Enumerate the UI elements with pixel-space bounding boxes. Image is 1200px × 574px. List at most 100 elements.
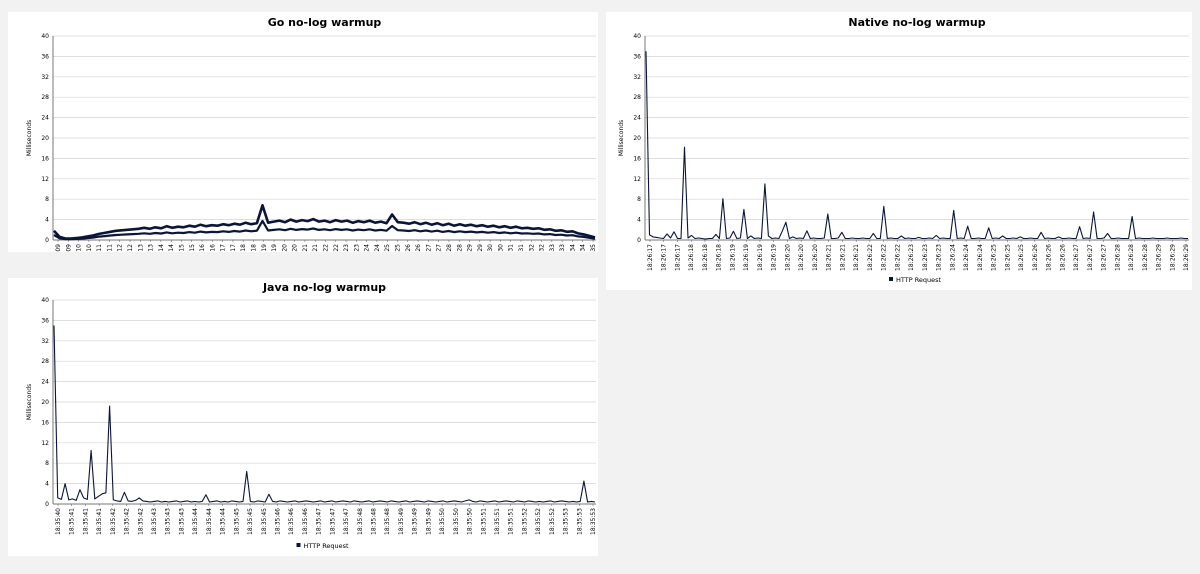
x-tick-label: 18:26:19	[757, 244, 764, 271]
native-chart: Native no-log warmup Milliseconds 0 4 8 12 16 2…	[618, 16, 1190, 284]
x-tick-label: 18:26:24	[977, 244, 984, 271]
x-tick-label: 18:35:40	[55, 508, 62, 535]
legend-swatch	[296, 543, 301, 547]
y-tick-label: 0	[45, 237, 49, 244]
x-tick-label: 18:06:23	[353, 244, 360, 252]
y-tick-label: 4	[45, 217, 49, 224]
x-tick-label: 18:35:41	[82, 508, 89, 535]
x-tick-label: 18:35:41	[69, 508, 76, 535]
x-tick-label: 18:26:27	[1087, 244, 1094, 271]
x-tick-label: 18:35:52	[521, 508, 528, 535]
y-tick-label: 16	[633, 155, 641, 162]
x-tick-label: 18:06:26	[405, 244, 412, 252]
x-tick-label: 18:26:19	[729, 244, 736, 271]
x-tick-label: 18:06:12	[127, 244, 134, 252]
x-tick-label: 18:35:44	[192, 508, 199, 535]
x-tick-label: 18:06:14	[168, 244, 175, 252]
x-tick-label: 18:35:46	[274, 508, 281, 535]
x-tick-label: 18:26:24	[963, 244, 970, 271]
y-tick-label: 36	[41, 53, 49, 60]
y-tick-label: 24	[633, 115, 641, 122]
x-tick-label: 18:06:33	[559, 244, 566, 252]
x-tick-label: 18:35:48	[371, 508, 378, 535]
x-tick-label: 18:26:17	[661, 244, 668, 271]
x-tick-label: 18:26:22	[867, 244, 874, 271]
y-tick-label: 28	[41, 94, 49, 101]
y-tick-label: 16	[41, 419, 49, 426]
x-tick-label: 18:35:52	[549, 508, 556, 535]
y-tick-label: 24	[41, 115, 49, 122]
chart-panel-native: Native no-log warmup Milliseconds 0 4 8 12 16 2…	[606, 12, 1192, 290]
y-tick-label: 28	[633, 94, 641, 101]
y-tick-label: 0	[637, 237, 641, 244]
x-tick-label: 18:06:16	[199, 244, 206, 252]
x-tick-label: 18:35:44	[206, 508, 213, 535]
y-tick-label: 32	[41, 74, 49, 81]
y-tick-label: 40	[41, 297, 49, 304]
x-tick-label: 18:06:15	[178, 244, 185, 252]
x-tick-label: 18:26:22	[894, 244, 901, 271]
x-tick-label: 18:06:28	[446, 244, 453, 252]
x-tick-label: 18:35:51	[508, 508, 515, 535]
x-tick-label: 18:35:42	[110, 508, 117, 535]
y-tick-label: 40	[633, 33, 641, 40]
x-tick-label: 18:35:48	[357, 508, 364, 535]
x-tick-label: 18:35:50	[467, 508, 474, 535]
x-tick-label: 18:35:49	[425, 508, 432, 535]
x-tick-label: 18:26:18	[688, 244, 695, 271]
x-tick-label: 18:26:21	[839, 244, 846, 271]
x-tick-label: 18:06:24	[374, 244, 381, 252]
x-tick-label: 18:06:29	[477, 244, 484, 252]
y-tick-label: 20	[633, 135, 641, 142]
x-tick-label: 18:26:20	[798, 244, 805, 271]
x-tick-label: 18:35:43	[151, 508, 158, 535]
x-tick-label: 18:26:25	[991, 244, 998, 271]
chart-panel-go: Go no-log warmup Milliseconds 0 4 8 12 16 20 24 2…	[8, 12, 598, 252]
y-tick-label: 8	[45, 460, 49, 467]
x-tick-label: 18:26:19	[771, 244, 778, 271]
x-tick-label: 18:06:34	[569, 244, 576, 252]
x-tick-label: 18:06:24	[364, 244, 371, 252]
x-tick-label: 18:35:42	[137, 508, 144, 535]
y-tick-label: 36	[633, 53, 641, 60]
x-tick-label: 18:35:51	[494, 508, 501, 535]
x-tick-label: 18:06:30	[497, 244, 504, 252]
x-tick-label: 18:26:18	[716, 244, 723, 271]
x-tick-label: 18:06:17	[220, 244, 227, 252]
x-tick-label: 18:26:23	[908, 244, 915, 271]
x-tick-label: 18:06:27	[436, 244, 443, 252]
java-chart: Java no-log warmup Milliseconds 0 4 8 12 16 20 2…	[26, 281, 597, 550]
x-tick-label: 18:06:13	[148, 244, 155, 252]
x-tick-label: 18:06:27	[425, 244, 432, 252]
go-chart: Go no-log warmup Milliseconds 0 4 8 12 16 20 24 2…	[26, 16, 597, 252]
x-tick-label: 18:06:09	[55, 244, 62, 252]
x-tick-label: 18:35:42	[124, 508, 131, 535]
x-tick-label: 18:35:52	[535, 508, 542, 535]
y-tick-label: 8	[637, 196, 641, 203]
x-tick-label: 18:35:50	[453, 508, 460, 535]
x-tick-label: 18:35:51	[480, 508, 487, 535]
y-tick-label: 4	[637, 217, 641, 224]
x-tick-label: 18:26:20	[812, 244, 819, 271]
x-tick-label: 18:26:27	[1073, 244, 1080, 271]
x-tick-label: 18:06:30	[487, 244, 494, 252]
y-tick-label: 12	[41, 440, 49, 447]
x-tick-label: 18:06:12	[117, 244, 124, 252]
x-tick-label: 18:35:49	[412, 508, 419, 535]
x-tick-label: 18:35:48	[384, 508, 391, 535]
x-tick-label: 18:35:45	[233, 508, 240, 535]
series-line-http-request	[53, 325, 596, 503]
x-tick-label: 18:35:46	[288, 508, 295, 535]
x-tick-label: 18:06:35	[590, 244, 597, 252]
x-tick-label: 18:26:21	[853, 244, 860, 271]
x-tick-label: 18:26:28	[1142, 244, 1149, 271]
x-tick-label: 18:06:18	[250, 244, 257, 252]
x-tick-label: 18:06:20	[292, 244, 299, 252]
y-tick-label: 32	[41, 338, 49, 345]
series-band-lower	[53, 219, 596, 241]
y-tick-label: 28	[41, 358, 49, 365]
x-tick-label: 18:06:11	[96, 244, 103, 252]
x-tick-label: 18:35:53	[590, 508, 597, 535]
x-tick-label: 18:26:26	[1046, 244, 1053, 271]
y-tick-label: 0	[45, 501, 49, 508]
